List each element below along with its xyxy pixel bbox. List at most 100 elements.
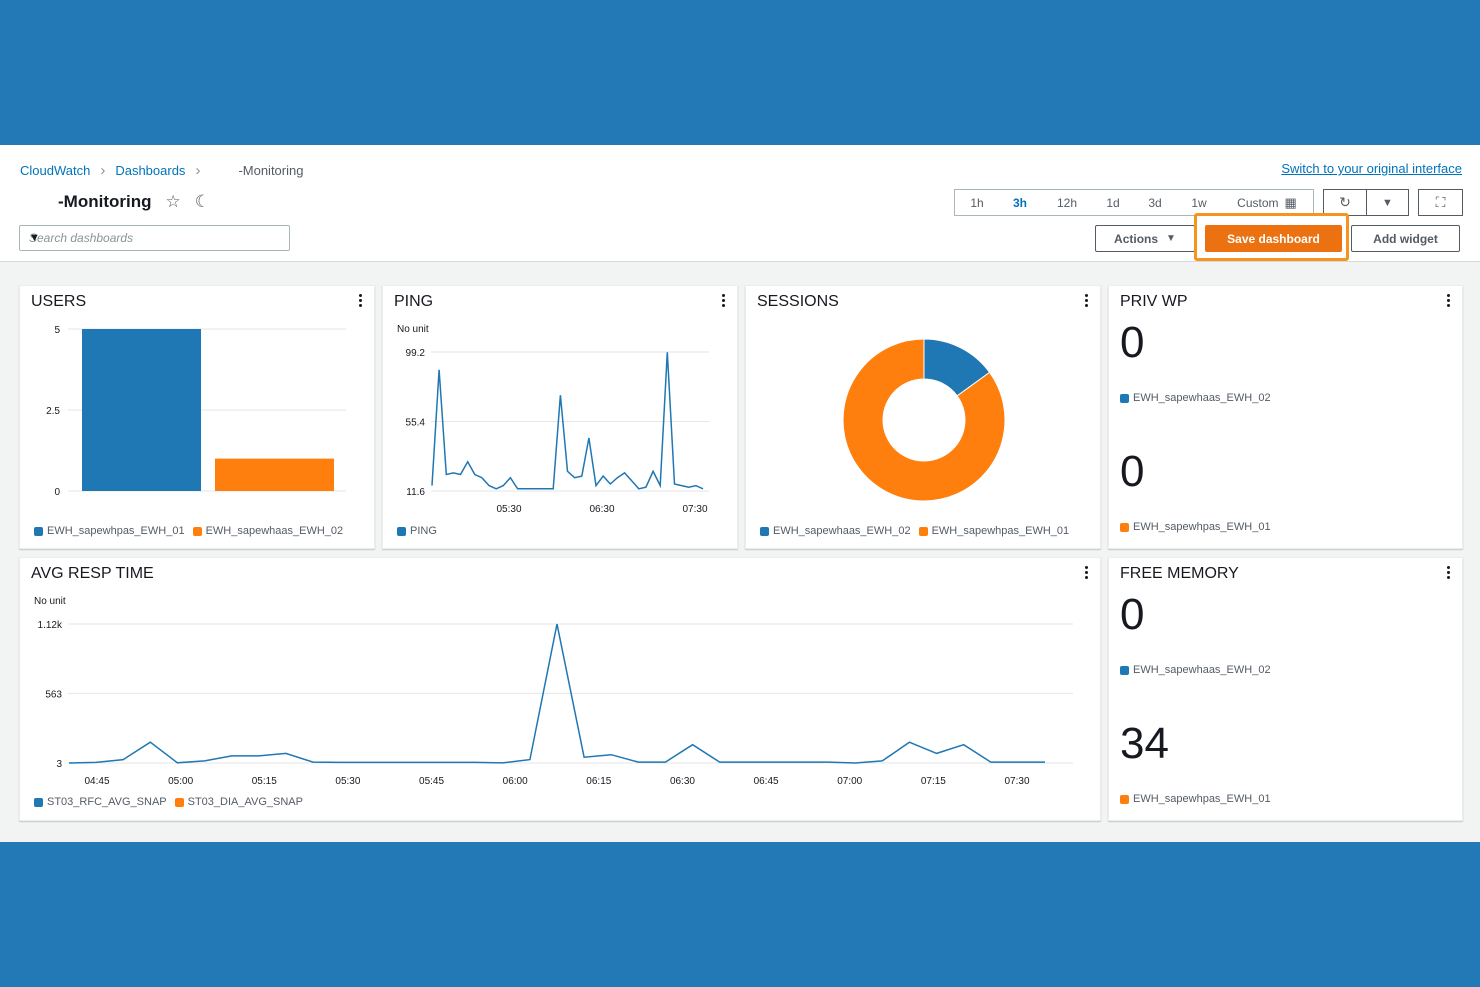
add-widget-button[interactable]: Add widget (1351, 225, 1460, 252)
time-range-1w[interactable]: 1w (1191, 195, 1207, 210)
refresh-icon: ↻ (1339, 194, 1351, 210)
redacted-block (18, 193, 58, 211)
widget-title: USERS (31, 293, 87, 310)
donut-slice (842, 338, 1006, 502)
y-tick-label: 11.6 (406, 487, 425, 498)
time-range-custom[interactable]: Custom ▦ (1221, 195, 1313, 211)
page-title: -Monitoring ☆ ☾ (18, 192, 210, 212)
widget-menu-icon[interactable] (1085, 566, 1089, 581)
y-tick-label: 3 (56, 759, 62, 770)
fullscreen-button[interactable]: ⛶ (1418, 189, 1463, 216)
widget-free-memory: FREE MEMORY 0 EWH_sapewhaas_EWH_02 34 EW… (1108, 557, 1463, 821)
widget-sessions: SESSIONS EWH_sapewhaas_EWH_02 EWH_sapewh… (745, 285, 1101, 549)
x-tick-label: 05:45 (419, 776, 444, 787)
metric-legend: EWH_sapewhpas_EWH_01 (1120, 793, 1279, 805)
cloudwatch-console: CloudWatch › Dashboards › -Monitoring Sw… (0, 145, 1480, 842)
y-tick-label: 0 (54, 487, 60, 498)
refresh-options-button[interactable]: ▼ (1366, 189, 1409, 216)
widget-menu-icon[interactable] (1447, 294, 1451, 309)
search-dashboards-input[interactable]: Search dashboards ▼ (19, 225, 290, 251)
x-tick-label: 06:30 (670, 776, 695, 787)
widget-menu-icon[interactable] (722, 294, 726, 309)
legend-item: EWH_sapewhaas_EWH_02 (773, 525, 911, 537)
legend-item: PING (410, 525, 437, 537)
breadcrumb-dashboards[interactable]: Dashboards (115, 163, 186, 178)
breadcrumb: CloudWatch › Dashboards › -Monitoring (20, 162, 303, 179)
refresh-button[interactable]: ↻ (1323, 189, 1367, 216)
unit-label: No unit (397, 324, 429, 335)
chart-legend: ST03_RFC_AVG_SNAP ST03_DIA_AVG_SNAP (34, 796, 311, 808)
save-dashboard-button[interactable]: Save dashboard (1205, 225, 1342, 252)
widget-priv-wp: PRIV WP 0 EWH_sapewhaas_EWH_02 0 EWH_sap… (1108, 285, 1463, 549)
breadcrumb-current: -Monitoring (238, 163, 304, 178)
widget-users: USERS 5 2.5 0 EWH_sapewhpas_EWH_01 EWH_sap… (19, 285, 375, 549)
avg-resp-line-chart: 1.12k 563 3 04:45 05:00 05:15 05:30 05:45 06:00 0… (38, 620, 1073, 787)
time-range-selector: 1h 3h 12h 1d 3d 1w Custom ▦ (954, 189, 1314, 216)
switch-interface-link[interactable]: Switch to your original interface (1281, 161, 1462, 176)
widget-ping: PING No unit 99.2 55.4 11.6 05:30 06:30 07:30… (382, 285, 738, 549)
legend-item: EWH_sapewhpas_EWH_01 (931, 525, 1070, 537)
calendar-icon: ▦ (1284, 194, 1297, 210)
legend-item: EWH_sapewhpas_EWH_01 (1133, 521, 1271, 533)
actions-button[interactable]: Actions ▼ (1095, 225, 1195, 252)
sessions-donut-chart (842, 338, 1006, 502)
legend-item: ST03_RFC_AVG_SNAP (47, 796, 167, 808)
time-range-3h[interactable]: 3h (1012, 195, 1027, 210)
x-tick-label: 07:30 (682, 504, 707, 515)
x-tick-label: 05:15 (252, 776, 277, 787)
chart-legend: EWH_sapewhpas_EWH_01 EWH_sapewhaas_EWH_0… (34, 525, 351, 537)
x-tick-label: 05:30 (496, 504, 521, 515)
caret-down-icon: ▼ (1166, 233, 1176, 244)
time-range-3d[interactable]: 3d (1148, 195, 1162, 210)
widget-title: PING (394, 293, 434, 310)
y-tick-label: 99.2 (406, 348, 426, 359)
x-tick-label: 06:45 (754, 776, 779, 787)
x-tick-label: 06:00 (503, 776, 528, 787)
widget-menu-icon[interactable] (1447, 566, 1451, 581)
widget-title: FREE MEMORY (1120, 565, 1239, 582)
chevron-right-icon: › (195, 162, 201, 179)
widget-menu-icon[interactable] (1085, 294, 1089, 309)
widget-title: AVG RESP TIME (31, 565, 154, 582)
time-range-1h[interactable]: 1h (970, 195, 984, 210)
legend-item: EWH_sapewhpas_EWH_01 (1133, 793, 1271, 805)
dashboard-title: -Monitoring (58, 192, 152, 211)
legend-item: EWH_sapewhaas_EWH_02 (1133, 664, 1271, 676)
search-placeholder: Search dashboards (29, 231, 134, 245)
y-tick-label: 563 (45, 689, 62, 700)
chevron-right-icon: › (100, 162, 106, 179)
chart-legend: EWH_sapewhaas_EWH_02 EWH_sapewhpas_EWH_0… (760, 525, 1077, 537)
series-line-ping (431, 352, 704, 490)
time-range-12h[interactable]: 12h (1056, 195, 1078, 210)
y-tick-label: 1.12k (38, 620, 63, 631)
widget-title: PRIV WP (1120, 293, 1188, 310)
legend-item: EWH_sapewhaas_EWH_02 (205, 525, 344, 537)
unit-label: No unit (34, 596, 66, 607)
metric-legend: EWH_sapewhaas_EWH_02 (1120, 664, 1279, 676)
legend-item: ST03_DIA_AVG_SNAP (187, 796, 303, 808)
metric-value: 0 (1120, 590, 1145, 639)
y-tick-label: 5 (54, 325, 60, 336)
bar (215, 458, 334, 491)
time-range-1d[interactable]: 1d (1106, 195, 1120, 210)
save-button-highlight (1194, 213, 1349, 261)
bar (82, 329, 201, 491)
legend-item: EWH_sapewhpas_EWH_01 (47, 525, 185, 537)
breadcrumb-cloudwatch[interactable]: CloudWatch (20, 163, 91, 178)
chart-legend: PING (397, 525, 445, 537)
x-tick-label: 04:45 (84, 776, 109, 787)
y-tick-label: 2.5 (46, 406, 60, 417)
x-tick-label: 06:30 (589, 504, 614, 515)
metric-legend: EWH_sapewhpas_EWH_01 (1120, 521, 1279, 533)
x-tick-label: 05:00 (168, 776, 193, 787)
star-icon[interactable]: ☆ (165, 192, 181, 211)
metric-value: 34 (1120, 719, 1169, 768)
redacted-block (210, 163, 239, 178)
x-tick-label: 07:15 (921, 776, 946, 787)
metric-value: 0 (1120, 447, 1145, 496)
x-tick-label: 06:15 (586, 776, 611, 787)
widget-title: SESSIONS (757, 293, 839, 310)
widget-menu-icon[interactable] (359, 294, 363, 309)
dark-mode-icon[interactable]: ☾ (194, 192, 210, 211)
x-tick-label: 07:00 (837, 776, 862, 787)
